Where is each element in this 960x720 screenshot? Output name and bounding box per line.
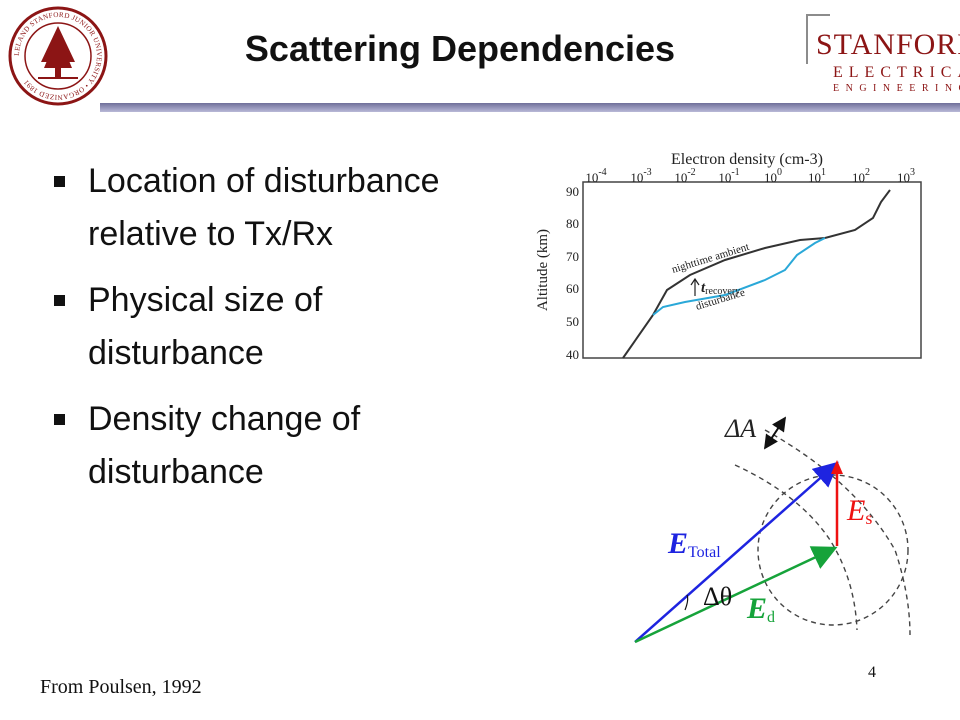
bullet-text: Physical size of disturbance	[88, 281, 323, 372]
x-tick-label: 10-2	[674, 167, 695, 185]
e-total-label: ETotal	[667, 527, 721, 561]
y-tick-label: 60	[566, 281, 579, 296]
university-seal-logo: LELAND STANFORD JUNIOR UNIVERSITY • ORGA…	[8, 6, 108, 106]
y-tick-label: 40	[566, 347, 579, 362]
x-tick-label: 101	[808, 167, 826, 185]
e-d-vector	[634, 546, 838, 644]
stanford-ee-logo: STANFORD ELECTRICAL ENGINEERING	[806, 14, 960, 94]
y-tick-label: 50	[566, 314, 579, 329]
x-tick-label: 10-1	[718, 167, 739, 185]
bullet-text: Location of disturbance relative to Tx/R…	[88, 162, 440, 253]
disturbance-profile-curve	[652, 237, 826, 316]
e-total-vector	[634, 461, 839, 643]
top-axis-label: Electron density (cm-3)	[671, 151, 823, 168]
delta-theta-label: Δθ	[703, 582, 732, 611]
inner-wavefront-arc	[734, 464, 858, 631]
square-bullet-icon	[54, 414, 65, 425]
y-axis-label: Altitude (km)	[535, 229, 551, 311]
top-axis-ticks: 10-4 10-3 10-2 10-1 100 101 102 103	[585, 167, 915, 185]
x-tick-label: 100	[764, 167, 782, 185]
electron-density-profile-figure: Electron density (cm-3) 10-4 10-3 10-2 1…	[535, 151, 922, 362]
square-bullet-icon	[54, 176, 65, 187]
e-d-label: Ed	[746, 592, 775, 626]
x-tick-label: 10-3	[630, 167, 651, 185]
delta-a-label: ΔA	[724, 414, 756, 443]
outer-wavefront-arc	[764, 429, 911, 636]
bullet-item: Density change of disturbance	[52, 393, 472, 499]
slide-title: Scattering Dependencies	[244, 28, 676, 69]
title-underline-bar	[100, 103, 960, 112]
x-tick-label: 103	[897, 167, 915, 185]
bullet-item: Physical size of disturbance	[52, 274, 472, 380]
x-tick-label: 10-4	[585, 167, 606, 185]
bullet-list: Location of disturbance relative to Tx/R…	[52, 155, 472, 512]
bullet-item: Location of disturbance relative to Tx/R…	[52, 155, 472, 261]
logo-line-engineering: ENGINEERING	[833, 83, 960, 94]
source-credit: From Poulsen, 1992	[40, 676, 202, 698]
e-s-arrowhead-icon	[831, 460, 843, 474]
angle-arc	[684, 594, 689, 611]
ambient-profile-curve	[622, 189, 891, 359]
logo-corner-bracket	[806, 14, 830, 64]
scattered-field-vector-diagram: ΔA ETotal Ed Es Δθ	[634, 414, 911, 644]
logo-line-stanford: STANFORD	[816, 28, 960, 61]
logo-line-electrical: ELECTRICAL	[833, 64, 960, 81]
bullet-text: Density change of disturbance	[88, 400, 361, 491]
recovery-label: trecovery	[701, 280, 740, 297]
plot-frame	[582, 181, 922, 359]
square-bullet-icon	[54, 295, 65, 306]
y-axis-ticks: 90 80 70 60 50 40	[566, 184, 579, 362]
y-tick-label: 70	[566, 249, 579, 264]
x-tick-label: 102	[852, 167, 870, 185]
y-tick-label: 90	[566, 184, 579, 199]
page-number: 4	[868, 664, 876, 681]
y-tick-label: 80	[566, 216, 579, 231]
e-s-label: Es	[846, 494, 872, 528]
